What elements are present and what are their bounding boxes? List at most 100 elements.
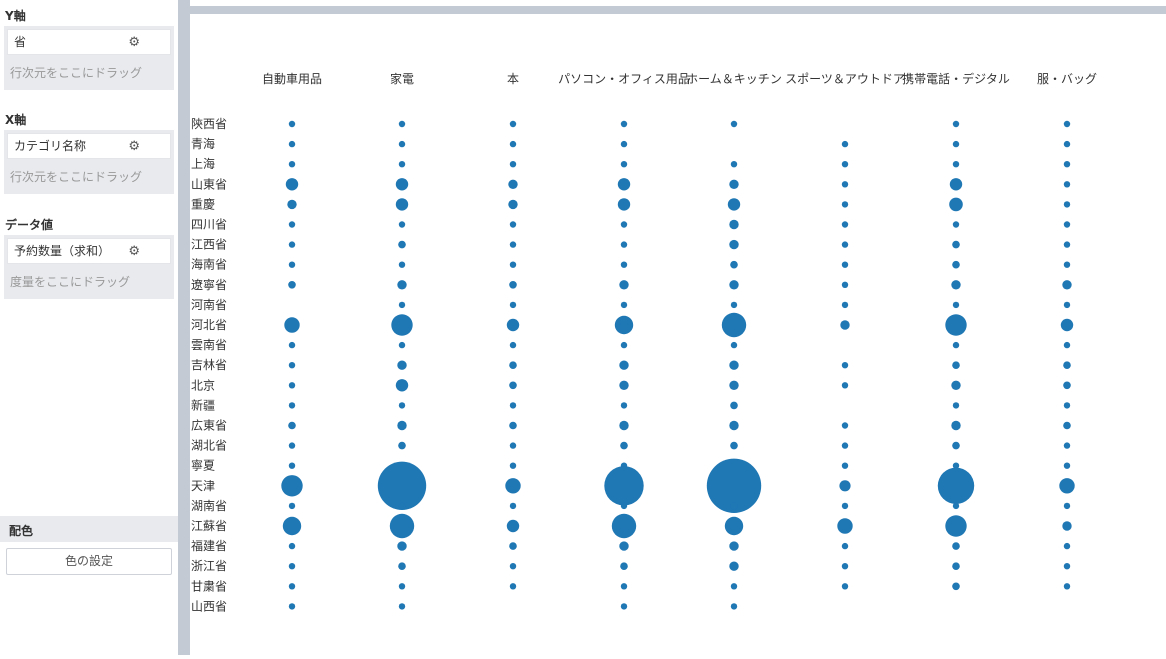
bubble-point[interactable] [841,140,849,148]
bubble-point[interactable] [281,475,303,497]
bubble-point[interactable] [841,422,849,429]
bubble-point[interactable] [397,280,407,290]
bubble-point[interactable] [509,542,517,550]
bubble-point[interactable] [951,420,961,431]
bubble-point[interactable] [509,341,517,349]
bubble-point[interactable] [509,140,517,148]
bubble-point[interactable] [285,178,299,191]
bubble-point[interactable] [841,261,849,268]
bubble-point[interactable] [945,515,967,537]
bubble-point[interactable] [952,462,960,469]
bubble-point[interactable] [509,421,517,430]
bubble-point[interactable] [841,462,849,469]
bubble-point[interactable] [949,178,963,191]
bubble-point[interactable] [841,161,849,168]
bubble-point[interactable] [398,221,406,228]
bubble-point[interactable] [841,181,849,188]
bubble-point[interactable] [729,561,739,571]
bubble-point[interactable] [398,120,406,128]
bubble-point[interactable] [508,179,518,189]
bubble-point[interactable] [620,562,628,570]
bubble-point[interactable] [508,199,518,210]
bubble-point[interactable] [1059,478,1075,494]
bubble-point[interactable] [509,502,517,510]
bubble-point[interactable] [937,467,975,504]
data-value-field-pill[interactable]: 予約数量（求和） ⚙ [7,238,171,264]
bubble-point[interactable] [730,161,738,168]
bubble-point[interactable] [727,198,741,211]
bubble-point[interactable] [730,301,738,309]
bubble-point[interactable] [730,441,738,450]
bubble-point[interactable] [619,380,629,390]
bubble-point[interactable] [952,240,960,249]
bubble-point[interactable] [288,362,296,369]
bubble-point[interactable] [509,221,517,228]
bubble-point[interactable] [1063,120,1071,128]
bubble-point[interactable] [288,241,296,248]
bubble-point[interactable] [509,241,517,248]
data-value-dropzone[interactable]: 予約数量（求和） ⚙ 度量をここにドラッグ [4,235,174,299]
bubble-point[interactable] [509,402,517,409]
bubble-point[interactable] [620,603,628,610]
bubble-point[interactable] [509,361,517,370]
bubble-point[interactable] [952,542,960,550]
bubble-point[interactable] [729,360,739,370]
bubble-point[interactable] [729,280,739,290]
bubble-point[interactable] [841,542,849,550]
bubble-point[interactable] [1063,361,1071,370]
bubble-point[interactable] [620,441,628,450]
bubble-point[interactable] [398,441,406,450]
bubble-point[interactable] [841,583,849,590]
bubble-point[interactable] [952,441,960,450]
bubble-point[interactable] [288,120,296,128]
bubble-point[interactable] [509,563,517,570]
y-axis-dropzone[interactable]: 省 ⚙ 行次元をここにドラッグ [4,26,174,90]
bubble-point[interactable] [841,241,849,248]
bubble-point[interactable] [509,161,517,168]
bubble-point[interactable] [1063,241,1071,248]
bubble-point[interactable] [509,442,517,449]
bubble-point[interactable] [620,221,628,228]
bubble-point[interactable] [620,502,628,510]
bubble-point[interactable] [837,518,853,534]
gear-icon[interactable]: ⚙ [128,139,140,154]
bubble-point[interactable] [506,318,520,332]
bubble-point[interactable] [617,198,631,211]
bubble-point[interactable] [1062,521,1072,531]
bubble-point[interactable] [288,382,296,389]
bubble-point[interactable] [1062,280,1072,290]
bubble-point[interactable] [288,221,296,228]
bubble-point[interactable] [509,120,517,128]
bubble-point[interactable] [398,301,406,309]
bubble-point[interactable] [509,301,517,309]
bubble-point[interactable] [952,502,960,510]
bubble-point[interactable] [729,541,739,551]
bubble-point[interactable] [398,341,406,349]
bubble-point[interactable] [398,562,406,570]
bubble-point[interactable] [841,382,849,389]
bubble-point[interactable] [841,201,849,208]
bubble-point[interactable] [505,478,521,494]
bubble-point[interactable] [398,240,406,249]
bubble-point[interactable] [391,314,413,336]
bubble-point[interactable] [1063,462,1071,469]
bubble-point[interactable] [620,241,628,248]
bubble-point[interactable] [509,381,517,390]
bubble-point[interactable] [840,320,850,330]
bubble-point[interactable] [288,583,296,590]
bubble-point[interactable] [288,563,296,570]
bubble-point[interactable] [619,541,629,551]
bubble-point[interactable] [288,161,296,168]
bubble-point[interactable] [288,341,296,349]
bubble-point[interactable] [1063,161,1071,168]
bubble-point[interactable] [730,120,738,128]
bubble-point[interactable] [620,583,628,590]
bubble-point[interactable] [620,120,628,128]
bubble-point[interactable] [724,516,744,536]
x-axis-dropzone[interactable]: カテゴリ名称 ⚙ 行次元をここにドラッグ [4,130,174,194]
bubble-point[interactable] [1063,421,1071,430]
bubble-point[interactable] [951,380,961,390]
bubble-point[interactable] [620,402,628,409]
bubble-point[interactable] [730,502,738,510]
bubble-point[interactable] [729,420,739,431]
